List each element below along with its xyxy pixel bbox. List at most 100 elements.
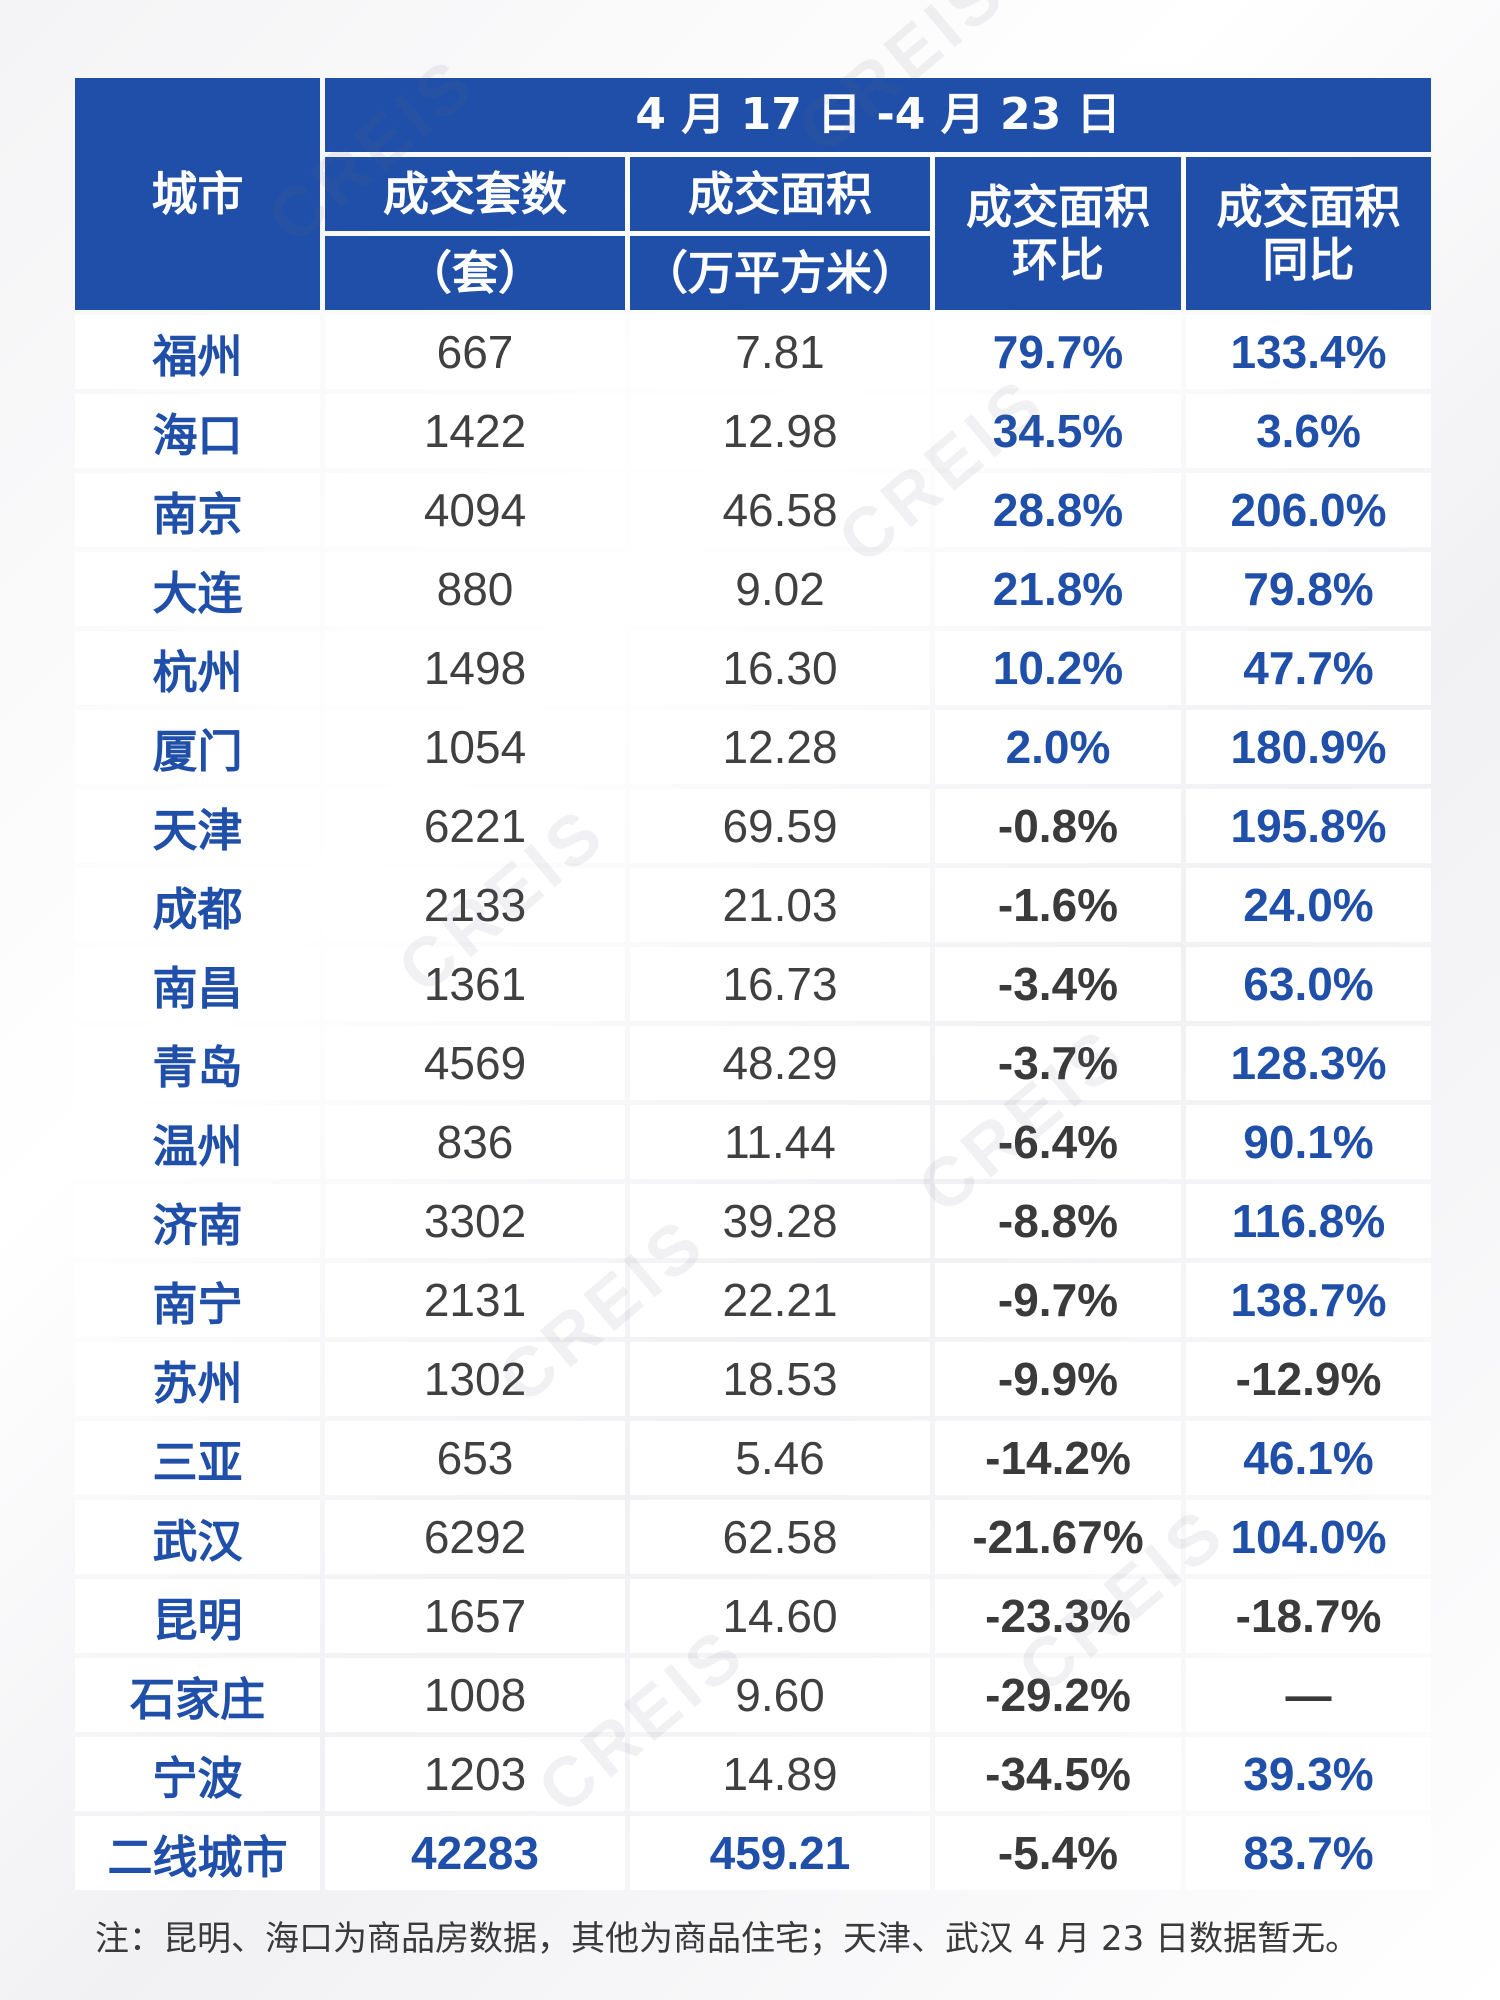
table-row: 杭州 1498 16.30 10.2% 47.7% [75, 631, 1431, 705]
table-row: 南宁 2131 22.21 -9.7% 138.7% [75, 1263, 1431, 1337]
cell-mom: -8.8% [935, 1184, 1181, 1258]
cell-area: 9.60 [630, 1658, 930, 1732]
cell-yoy: -18.7% [1186, 1579, 1431, 1653]
cell-units: 1657 [325, 1579, 625, 1653]
cell-units: 880 [325, 552, 625, 626]
header-area-line1: 成交面积 [630, 157, 930, 231]
cell-yoy: — [1186, 1658, 1431, 1732]
header-yoy-line1: 成交面积 [1216, 179, 1401, 234]
cell-area: 14.89 [630, 1737, 930, 1811]
cell-area: 12.28 [630, 710, 930, 784]
cell-area: 48.29 [630, 1026, 930, 1100]
table-row: 福州 667 7.81 79.7% 133.4% [75, 315, 1431, 389]
header-date-range: 4 月 17 日 -4 月 23 日 [325, 78, 1431, 152]
cell-area: 5.46 [630, 1421, 930, 1495]
cell-yoy: 138.7% [1186, 1263, 1431, 1337]
cell-city: 宁波 [75, 1737, 320, 1811]
header-yoy-line2: 同比 [1262, 232, 1355, 287]
table-row: 天津 6221 69.59 -0.8% 195.8% [75, 789, 1431, 863]
cell-city: 青岛 [75, 1026, 320, 1100]
table-row: 三亚 653 5.46 -14.2% 46.1% [75, 1421, 1431, 1495]
cell-yoy: 47.7% [1186, 631, 1431, 705]
header-area-line2: （万平方米） [630, 236, 930, 310]
cell-city: 二线城市 [75, 1816, 320, 1890]
cell-area: 16.73 [630, 947, 930, 1021]
header-mom-line2: 环比 [1012, 232, 1104, 287]
cell-units: 1008 [325, 1658, 625, 1732]
cell-city: 杭州 [75, 631, 320, 705]
data-table-container: 城市 4 月 17 日 -4 月 23 日 成交套数 成交面积 成交面积 环比 … [75, 73, 1431, 1895]
cell-area: 11.44 [630, 1105, 930, 1179]
transaction-table: 城市 4 月 17 日 -4 月 23 日 成交套数 成交面积 成交面积 环比 … [70, 73, 1436, 1895]
cell-area: 18.53 [630, 1342, 930, 1416]
cell-mom: -9.9% [935, 1342, 1181, 1416]
cell-mom: -23.3% [935, 1579, 1181, 1653]
cell-city: 南京 [75, 473, 320, 547]
cell-units: 667 [325, 315, 625, 389]
table-row: 宁波 1203 14.89 -34.5% 39.3% [75, 1737, 1431, 1811]
cell-yoy: 128.3% [1186, 1026, 1431, 1100]
table-row: 南京 4094 46.58 28.8% 206.0% [75, 473, 1431, 547]
cell-yoy: 46.1% [1186, 1421, 1431, 1495]
cell-city: 海口 [75, 394, 320, 468]
cell-mom: 34.5% [935, 394, 1181, 468]
cell-mom: -21.67% [935, 1500, 1181, 1574]
cell-units: 1302 [325, 1342, 625, 1416]
cell-yoy: 133.4% [1186, 315, 1431, 389]
table-row: 温州 836 11.44 -6.4% 90.1% [75, 1105, 1431, 1179]
cell-mom: 10.2% [935, 631, 1181, 705]
cell-mom: -34.5% [935, 1737, 1181, 1811]
cell-area: 459.21 [630, 1816, 930, 1890]
cell-area: 69.59 [630, 789, 930, 863]
cell-units: 42283 [325, 1816, 625, 1890]
cell-city: 大连 [75, 552, 320, 626]
table-row: 海口 1422 12.98 34.5% 3.6% [75, 394, 1431, 468]
cell-area: 9.02 [630, 552, 930, 626]
cell-area: 46.58 [630, 473, 930, 547]
cell-yoy: 39.3% [1186, 1737, 1431, 1811]
cell-mom: -29.2% [935, 1658, 1181, 1732]
cell-yoy: 180.9% [1186, 710, 1431, 784]
cell-mom: -3.4% [935, 947, 1181, 1021]
table-row: 厦门 1054 12.28 2.0% 180.9% [75, 710, 1431, 784]
cell-area: 62.58 [630, 1500, 930, 1574]
cell-units: 1498 [325, 631, 625, 705]
header-units-line2: （套） [325, 236, 625, 310]
cell-city: 石家庄 [75, 1658, 320, 1732]
cell-city: 成都 [75, 868, 320, 942]
cell-yoy: 83.7% [1186, 1816, 1431, 1890]
header-yoy: 成交面积 同比 [1186, 157, 1431, 310]
cell-mom: 28.8% [935, 473, 1181, 547]
cell-city: 温州 [75, 1105, 320, 1179]
table-row: 昆明 1657 14.60 -23.3% -18.7% [75, 1579, 1431, 1653]
cell-area: 22.21 [630, 1263, 930, 1337]
cell-city: 南宁 [75, 1263, 320, 1337]
table-row-total: 二线城市 42283 459.21 -5.4% 83.7% [75, 1816, 1431, 1890]
table-row: 济南 3302 39.28 -8.8% 116.8% [75, 1184, 1431, 1258]
table-header: 城市 4 月 17 日 -4 月 23 日 成交套数 成交面积 成交面积 环比 … [75, 78, 1431, 310]
cell-city: 济南 [75, 1184, 320, 1258]
cell-yoy: 3.6% [1186, 394, 1431, 468]
cell-yoy: 104.0% [1186, 1500, 1431, 1574]
table-row: 武汉 6292 62.58 -21.67% 104.0% [75, 1500, 1431, 1574]
cell-units: 2131 [325, 1263, 625, 1337]
cell-yoy: 24.0% [1186, 868, 1431, 942]
table-row: 石家庄 1008 9.60 -29.2% — [75, 1658, 1431, 1732]
cell-units: 1203 [325, 1737, 625, 1811]
table-row: 大连 880 9.02 21.8% 79.8% [75, 552, 1431, 626]
cell-area: 14.60 [630, 1579, 930, 1653]
cell-yoy: 63.0% [1186, 947, 1431, 1021]
cell-yoy: 195.8% [1186, 789, 1431, 863]
cell-yoy: 90.1% [1186, 1105, 1431, 1179]
cell-mom: 79.7% [935, 315, 1181, 389]
cell-city: 福州 [75, 315, 320, 389]
cell-units: 3302 [325, 1184, 625, 1258]
header-units-line1: 成交套数 [325, 157, 625, 231]
cell-yoy: 116.8% [1186, 1184, 1431, 1258]
cell-area: 21.03 [630, 868, 930, 942]
cell-units: 1422 [325, 394, 625, 468]
header-mom: 成交面积 环比 [935, 157, 1181, 310]
cell-city: 苏州 [75, 1342, 320, 1416]
cell-area: 7.81 [630, 315, 930, 389]
cell-yoy: -12.9% [1186, 1342, 1431, 1416]
